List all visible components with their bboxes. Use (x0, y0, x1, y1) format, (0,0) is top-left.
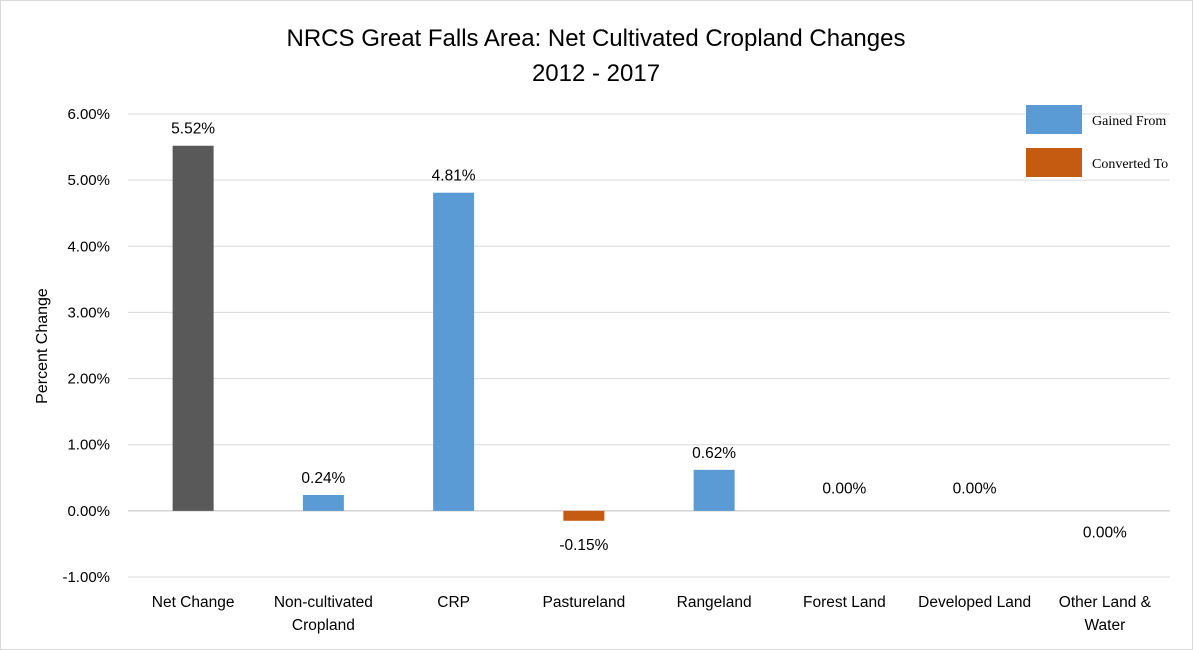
y-tick-label: 2.00% (67, 371, 110, 388)
chart-subtitle: 2012 - 2017 (532, 60, 660, 87)
category-label: Cropland (292, 617, 355, 634)
category-label: CRP (437, 594, 470, 611)
legend-swatch (1026, 148, 1082, 177)
bars (172, 145, 735, 521)
y-tick-label: 5.00% (67, 172, 110, 189)
bar (563, 510, 605, 521)
y-tick-label: 1.00% (67, 437, 110, 454)
y-tick-label: 6.00% (67, 106, 110, 123)
bar (302, 494, 344, 511)
legend: Gained From Converted To (1026, 105, 1168, 177)
data-label: -0.15% (559, 537, 608, 554)
data-label: 0.00% (1083, 525, 1127, 542)
bar (693, 469, 735, 511)
category-label: Non-cultivated (274, 594, 373, 611)
category-label: Net Change (152, 594, 235, 611)
chart-title: NRCS Great Falls Area: Net Cultivated Cr… (287, 25, 906, 52)
category-labels: Net Change Non-cultivated Cropland CRP Pastu… (152, 594, 1152, 634)
category-label: Water (1084, 617, 1125, 634)
category-label: Other Land & (1059, 594, 1152, 611)
bar (172, 145, 214, 511)
bar (433, 192, 475, 511)
y-tick-labels: 6.00% 5.00% 4.00% 3.00% 2.00% 1.00% 0.00% -1.00… (62, 106, 110, 586)
category-label: Developed Land (918, 594, 1031, 611)
y-tick-label: 0.00% (67, 503, 110, 520)
y-axis-label: Percent Change (34, 288, 51, 404)
data-label: 0.24% (301, 470, 345, 487)
data-label: 0.00% (953, 481, 997, 498)
legend-label: Converted To (1092, 157, 1168, 172)
category-label: Forest Land (803, 594, 886, 611)
y-tick-label: 3.00% (67, 304, 110, 321)
y-tick-label: -1.00% (62, 569, 110, 586)
data-label: 5.52% (171, 121, 215, 138)
legend-label: Gained From (1092, 114, 1166, 129)
legend-swatch (1026, 105, 1082, 134)
category-label: Pastureland (543, 594, 626, 611)
data-label: 4.81% (432, 168, 476, 185)
data-label: 0.00% (822, 481, 866, 498)
gridlines (128, 113, 1170, 578)
category-label: Rangeland (677, 594, 752, 611)
data-label: 0.62% (692, 445, 736, 462)
y-tick-label: 4.00% (67, 238, 110, 255)
data-labels: 5.52% 0.24% 4.81% -0.15% 0.62% 0.00% 0.00% 0.00… (171, 121, 1127, 554)
